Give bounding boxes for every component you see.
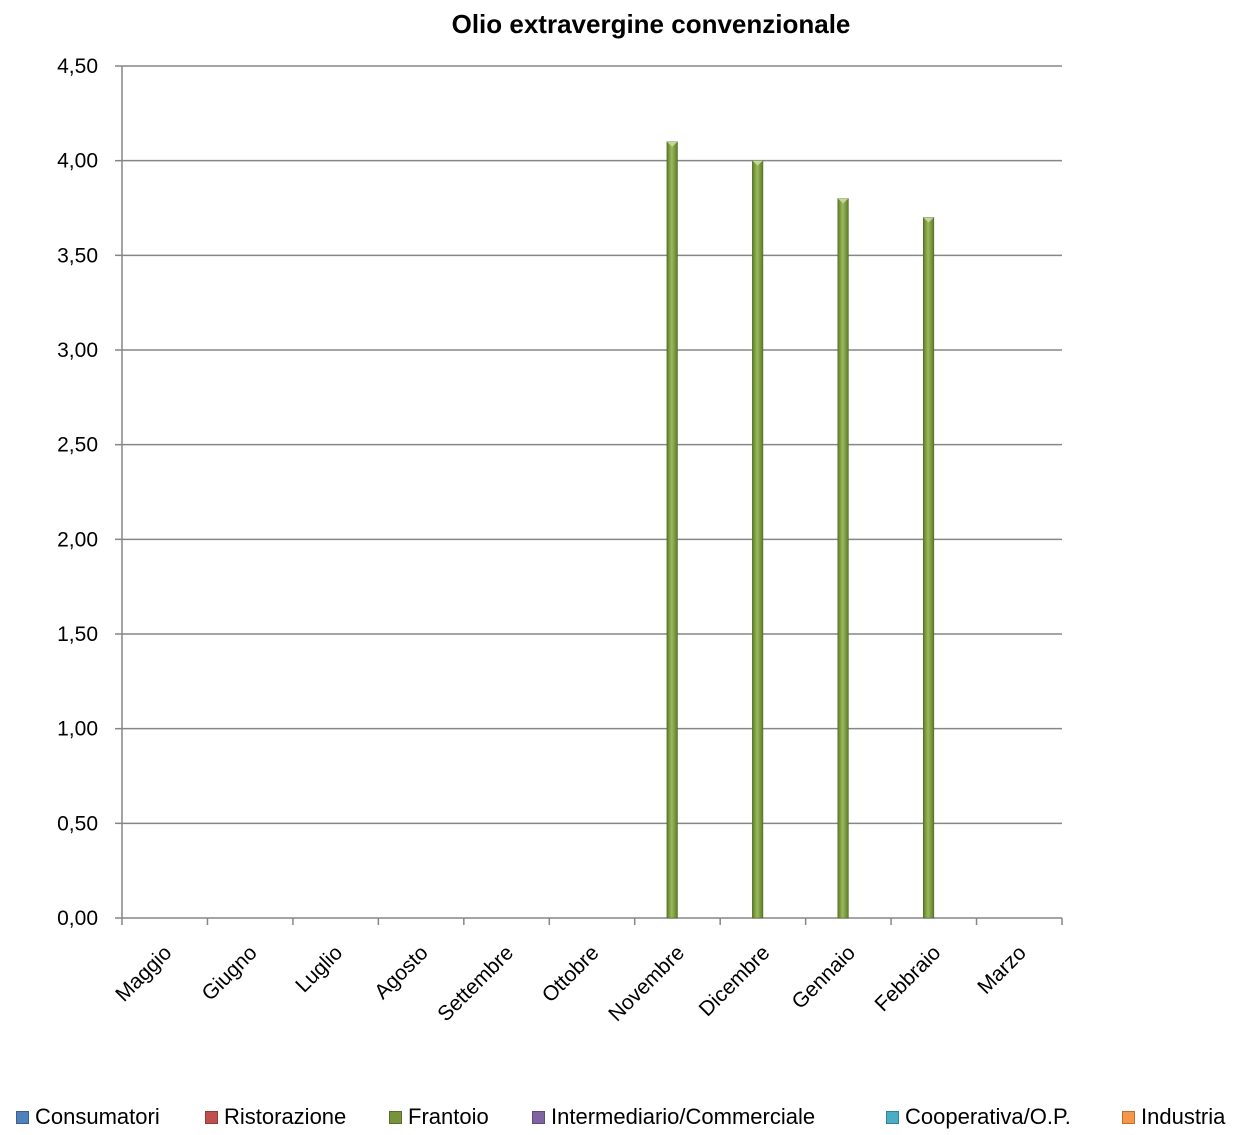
bar-top-highlight (923, 217, 934, 223)
legend-swatch (886, 1110, 899, 1124)
bar-frantoio (666, 141, 678, 919)
y-tick-label: 3,50 (57, 244, 98, 267)
bar-top-highlight (752, 160, 763, 166)
gridlines (122, 65, 1062, 825)
x-tick-label: Marzo (973, 941, 1031, 999)
legend-swatch (205, 1110, 218, 1124)
y-axis-ticks: 0,00 0,50 1,00 1,50 2,00 2,50 3,00 3,50 4,00 4,50 (57, 55, 122, 930)
legend-swatch (1122, 1110, 1135, 1124)
legend-item: Cooperativa/O.P. (886, 1104, 1071, 1130)
y-tick-label: 4,50 (57, 55, 98, 78)
legend: Consumatori Ristorazione Frantoio Intermedi… (0, 1104, 1243, 1135)
bar-top-highlight (666, 141, 678, 147)
legend-swatch (532, 1110, 545, 1124)
x-axis-ticks: Maggio Giugno Luglio Agosto Settembre Ottobre… (111, 918, 1063, 1026)
bar-frantoio (837, 198, 849, 919)
legend-swatch (16, 1110, 29, 1124)
legend-label: Cooperativa/O.P. (905, 1104, 1071, 1129)
legend-label: Ristorazione (224, 1104, 347, 1129)
bar-top-highlight (837, 198, 849, 204)
y-tick-label: 2,50 (57, 434, 98, 457)
y-tick-label: 2,00 (57, 528, 98, 551)
x-tick-label: Dicembre (695, 941, 775, 1021)
y-tick-label: 1,50 (57, 623, 98, 646)
legend-item: Frantoio (389, 1104, 489, 1130)
x-tick-label: Luglio (291, 941, 347, 997)
legend-label: Industria (1141, 1104, 1226, 1129)
legend-item: Consumatori (16, 1104, 160, 1130)
legend-label: Intermediario/Commerciale (551, 1104, 816, 1129)
x-tick-label: Settembre (433, 941, 518, 1026)
x-tick-label: Maggio (111, 941, 176, 1006)
x-tick-label: Gennaio (787, 941, 859, 1013)
x-tick-label: Agosto (370, 941, 433, 1004)
legend-label: Consumatori (35, 1104, 160, 1129)
legend-item: Intermediario/Commerciale (532, 1104, 815, 1130)
y-tick-label: 0,50 (57, 812, 98, 835)
y-tick-label: 1,00 (57, 718, 98, 741)
legend-label: Frantoio (408, 1104, 489, 1129)
legend-swatch (389, 1110, 402, 1124)
bar-frantoio (922, 217, 935, 919)
legend-item: Industria (1122, 1104, 1225, 1130)
legend-item: Ristorazione (205, 1104, 346, 1130)
axes (121, 66, 1062, 919)
bar-frantoio (752, 160, 764, 919)
chart-title: Olio extravergine convenzionale (452, 9, 851, 39)
x-tick-label: Novembre (604, 941, 689, 1026)
x-tick-label: Ottobre (538, 941, 604, 1007)
x-tick-label: Giugno (198, 941, 262, 1005)
x-tick-label: Febbraio (870, 941, 945, 1016)
bars (666, 141, 935, 919)
y-tick-label: 4,00 (57, 150, 98, 173)
bar-chart: Olio extravergine convenzionale 0,00 0,50… (57, 9, 1063, 1026)
y-tick-label: 0,00 (57, 907, 98, 930)
y-tick-label: 3,00 (57, 339, 98, 362)
